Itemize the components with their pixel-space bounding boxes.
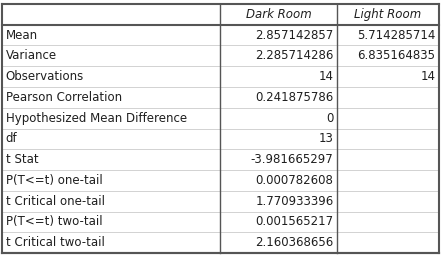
Text: 1.770933396: 1.770933396 (255, 195, 333, 208)
Text: 0.000782608: 0.000782608 (256, 174, 333, 187)
Text: P(T<=t) two-tail: P(T<=t) two-tail (6, 215, 102, 228)
Text: Hypothesized Mean Difference: Hypothesized Mean Difference (6, 112, 187, 125)
Text: 13: 13 (319, 132, 333, 145)
Text: 14: 14 (318, 70, 333, 83)
Text: P(T<=t) one-tail: P(T<=t) one-tail (6, 174, 102, 187)
Text: df: df (6, 132, 17, 145)
Text: 5.714285714: 5.714285714 (357, 29, 435, 42)
Text: t Critical one-tail: t Critical one-tail (6, 195, 105, 208)
Text: Variance: Variance (6, 49, 57, 62)
Text: 0: 0 (326, 112, 333, 125)
Text: t Stat: t Stat (6, 153, 38, 166)
Text: Light Room: Light Room (354, 8, 422, 21)
Text: Observations: Observations (6, 70, 84, 83)
Text: Pearson Correlation: Pearson Correlation (6, 91, 122, 104)
Text: Mean: Mean (6, 29, 38, 42)
Text: 2.160368656: 2.160368656 (255, 236, 333, 249)
Text: 0.001565217: 0.001565217 (255, 215, 333, 228)
Text: 6.835164835: 6.835164835 (357, 49, 435, 62)
Text: 2.285714286: 2.285714286 (255, 49, 333, 62)
Text: 0.241875786: 0.241875786 (255, 91, 333, 104)
Text: 14: 14 (420, 70, 435, 83)
Text: t Critical two-tail: t Critical two-tail (6, 236, 105, 249)
Text: 2.857142857: 2.857142857 (255, 29, 333, 42)
Text: -3.981665297: -3.981665297 (251, 153, 333, 166)
Text: Dark Room: Dark Room (246, 8, 311, 21)
